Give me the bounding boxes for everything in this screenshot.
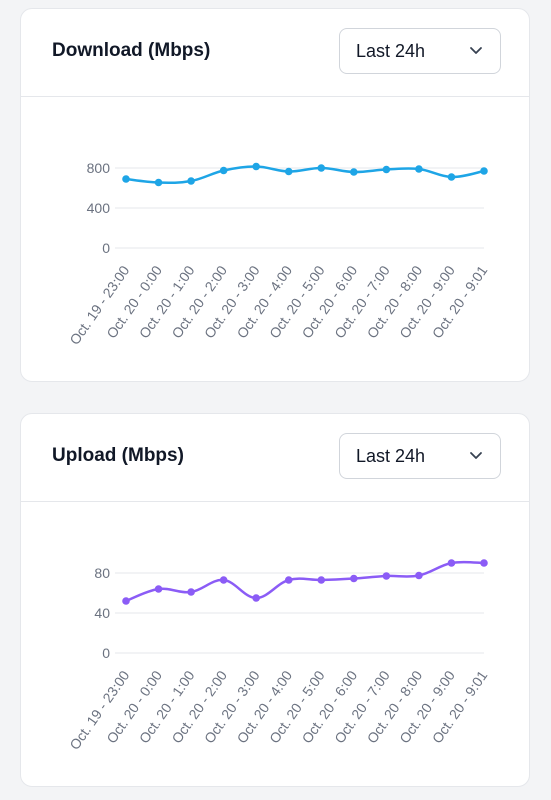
data-point[interactable] <box>382 572 391 580</box>
y-tick-label: 40 <box>94 605 110 621</box>
data-point[interactable] <box>252 162 260 171</box>
upload-range-select[interactable]: Last 24h <box>339 433 501 479</box>
download-range-select[interactable]: Last 24h <box>339 28 501 74</box>
data-point[interactable] <box>480 559 488 567</box>
data-point[interactable] <box>284 576 293 584</box>
data-point[interactable] <box>122 175 130 183</box>
data-point[interactable] <box>284 167 293 176</box>
data-point[interactable] <box>447 173 456 181</box>
data-point[interactable] <box>415 165 423 173</box>
chevron-down-icon <box>470 47 482 54</box>
download-card: Download (Mbps) Last 24h 0 400 800 Oct. 19 … <box>20 8 530 382</box>
data-point[interactable] <box>350 168 358 176</box>
data-point[interactable] <box>350 574 358 583</box>
data-point[interactable] <box>122 597 130 605</box>
data-point[interactable] <box>382 165 391 174</box>
data-point[interactable] <box>154 585 163 593</box>
data-point[interactable] <box>317 576 326 584</box>
download-title: Download (Mbps) <box>52 40 211 61</box>
data-point[interactable] <box>252 594 260 602</box>
y-tick-label: 400 <box>87 200 111 216</box>
y-tick-label: 0 <box>102 645 110 661</box>
data-point[interactable] <box>154 178 163 187</box>
data-point[interactable] <box>415 571 423 580</box>
download-range-label: Last 24h <box>356 41 426 61</box>
y-tick-label: 80 <box>94 565 110 581</box>
series-line <box>125 165 485 185</box>
chevron-down-icon <box>470 452 482 459</box>
upload-card: Upload (Mbps) Last 24h 0 40 80 Oct. 19 - 23… <box>20 413 530 787</box>
data-point[interactable] <box>187 588 195 596</box>
data-point[interactable] <box>187 177 195 185</box>
download-card-header: Download (Mbps) Last 24h <box>21 9 529 97</box>
data-point[interactable] <box>317 164 326 172</box>
y-tick-label: 800 <box>87 160 111 176</box>
series-line <box>125 560 485 603</box>
upload-range-label: Last 24h <box>356 446 426 466</box>
data-point[interactable] <box>447 559 456 567</box>
y-tick-label: 0 <box>102 240 110 256</box>
upload-title: Upload (Mbps) <box>52 445 184 466</box>
data-point[interactable] <box>480 167 488 175</box>
upload-card-header: Upload (Mbps) Last 24h <box>21 414 529 502</box>
data-point[interactable] <box>219 576 228 584</box>
data-point[interactable] <box>219 166 228 175</box>
